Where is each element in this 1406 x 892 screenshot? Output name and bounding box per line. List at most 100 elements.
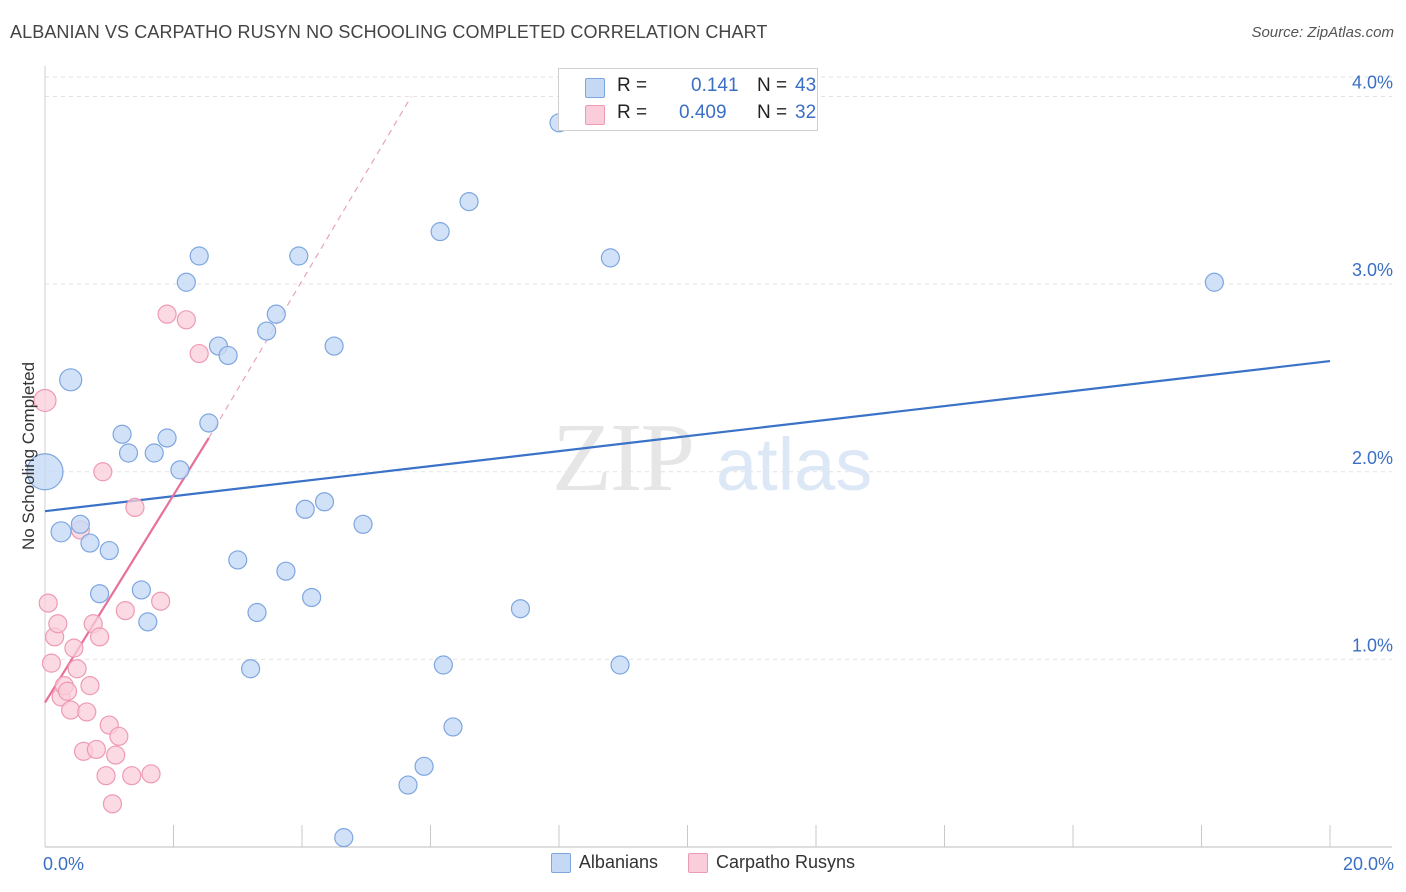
rusyn-point bbox=[77, 702, 97, 722]
rusyn-point bbox=[141, 764, 161, 784]
rusyn-point bbox=[93, 462, 113, 482]
rusyn-point bbox=[115, 600, 135, 621]
albanian-point bbox=[99, 540, 119, 561]
albanian-point bbox=[257, 321, 277, 341]
rusyn-point bbox=[61, 700, 81, 720]
rusyn-point bbox=[157, 304, 177, 324]
y-tick-label: 1.0% bbox=[1352, 635, 1393, 655]
rusyns-n-label: N = bbox=[757, 102, 788, 123]
albanian-point bbox=[241, 659, 261, 679]
albanian-point bbox=[50, 521, 72, 543]
rusyn-point bbox=[106, 745, 126, 765]
albanian-point bbox=[334, 828, 354, 848]
albanian-point bbox=[302, 587, 322, 608]
gridlines bbox=[45, 76, 1392, 660]
albanian-point bbox=[26, 453, 64, 491]
albanian-point bbox=[610, 655, 630, 675]
rusyn-point bbox=[80, 676, 100, 696]
legend-item-albanians[interactable]: Albanians bbox=[550, 852, 658, 873]
rusyn-point bbox=[67, 659, 87, 679]
albanian-point bbox=[289, 246, 309, 266]
albanians-legend-label: Albanians bbox=[578, 852, 658, 872]
albanians-trend-line bbox=[44, 359, 1331, 513]
albanian-point bbox=[433, 655, 453, 675]
watermark-zip: ZIP bbox=[552, 404, 693, 512]
rusyn-point bbox=[33, 388, 57, 413]
x-tick-label: 0.0% bbox=[43, 854, 84, 874]
rusyn-point bbox=[90, 627, 110, 647]
albanian-point bbox=[228, 550, 248, 570]
albanians-r-value: 0.141 bbox=[691, 75, 739, 96]
series-legend: Albanians Carpatho Rusyns bbox=[0, 852, 1406, 873]
rusyn-point bbox=[122, 766, 142, 786]
rusyns-r-value: 0.409 bbox=[679, 102, 727, 123]
rusyn-point bbox=[86, 739, 107, 760]
albanian-point bbox=[266, 304, 286, 324]
rusyn-point bbox=[151, 591, 171, 611]
albanian-point bbox=[80, 533, 100, 553]
albanian-point bbox=[510, 599, 531, 619]
albanian-point bbox=[314, 492, 335, 512]
rusyn-point bbox=[48, 614, 68, 634]
albanian-point bbox=[118, 443, 139, 463]
albanian-point bbox=[247, 602, 267, 623]
albanian-point bbox=[138, 612, 158, 632]
watermark-atlas: atlas bbox=[716, 423, 872, 506]
y-tick-label: 2.0% bbox=[1352, 448, 1393, 468]
albanians-legend-swatch bbox=[550, 852, 571, 873]
albanian-point bbox=[430, 222, 450, 242]
albanian-point bbox=[199, 413, 219, 433]
albanian-point bbox=[90, 584, 110, 604]
albanians-n-value: 43 bbox=[795, 75, 817, 96]
rusyns-legend-label: Carpatho Rusyns bbox=[715, 852, 856, 872]
albanian-point bbox=[218, 345, 238, 366]
rusyn-point bbox=[102, 794, 123, 814]
albanian-point bbox=[276, 561, 296, 581]
albanian-point bbox=[59, 368, 83, 392]
albanian-point bbox=[131, 580, 151, 600]
rusyn-point bbox=[96, 766, 116, 786]
rusyns-legend-swatch bbox=[687, 852, 708, 873]
rusyn-point bbox=[38, 593, 58, 613]
rusyn-point bbox=[176, 310, 196, 330]
carpatho-rusyns-points bbox=[33, 304, 209, 814]
albanian-point bbox=[414, 756, 434, 776]
albanian-point bbox=[112, 424, 132, 444]
y-axis-label: No Schooling Completed bbox=[19, 362, 38, 550]
watermark: ZIP atlas bbox=[552, 404, 872, 512]
rusyns-trend-extension bbox=[208, 96, 412, 439]
y-tick-label: 4.0% bbox=[1352, 73, 1393, 93]
albanian-point bbox=[353, 514, 373, 534]
rusyn-point bbox=[64, 638, 84, 658]
rusyns-r-label: R = bbox=[617, 102, 648, 123]
albanian-point bbox=[398, 775, 418, 795]
albanians-n-label: N = bbox=[757, 75, 788, 96]
y-tick-label: 3.0% bbox=[1352, 260, 1393, 280]
rusyns-trend-line bbox=[44, 437, 210, 704]
x-tick-label: 20.0% bbox=[1343, 854, 1394, 874]
albanian-point bbox=[1204, 272, 1224, 292]
rusyn-point bbox=[189, 343, 209, 364]
albanian-point bbox=[144, 443, 164, 463]
albanian-point bbox=[157, 428, 177, 448]
albanian-point bbox=[600, 248, 621, 268]
rusyn-point bbox=[41, 653, 62, 673]
tick-labels: 1.0% 2.0% 3.0% 4.0% 0.0% 20.0% bbox=[43, 73, 1394, 874]
correlation-legend: R = 0.141 N = 43 R = 0.409 N = 32 bbox=[558, 68, 818, 131]
rusyn-point bbox=[57, 681, 78, 701]
rusyns-swatch bbox=[585, 105, 605, 125]
albanians-swatch bbox=[585, 78, 605, 98]
albanian-point bbox=[176, 272, 196, 292]
albanians-r-label: R = bbox=[617, 75, 648, 96]
legend-item-rusyns[interactable]: Carpatho Rusyns bbox=[687, 852, 856, 873]
albanian-point bbox=[170, 460, 190, 480]
albanian-point bbox=[70, 514, 90, 534]
albanians-points bbox=[26, 113, 1224, 848]
rusyn-point bbox=[125, 497, 145, 518]
albanian-point bbox=[295, 499, 315, 519]
albanian-point bbox=[459, 191, 479, 212]
chart-source: Source: ZipAtlas.com bbox=[1251, 24, 1394, 41]
albanian-point bbox=[324, 336, 344, 356]
albanian-point bbox=[443, 717, 463, 737]
